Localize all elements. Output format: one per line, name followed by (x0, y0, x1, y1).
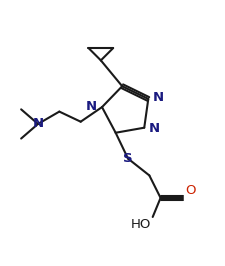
Text: N: N (152, 91, 163, 104)
Text: S: S (123, 152, 132, 165)
Text: N: N (86, 100, 97, 113)
Text: HO: HO (131, 218, 151, 231)
Text: O: O (184, 184, 195, 197)
Text: N: N (148, 122, 159, 135)
Text: N: N (32, 118, 43, 130)
